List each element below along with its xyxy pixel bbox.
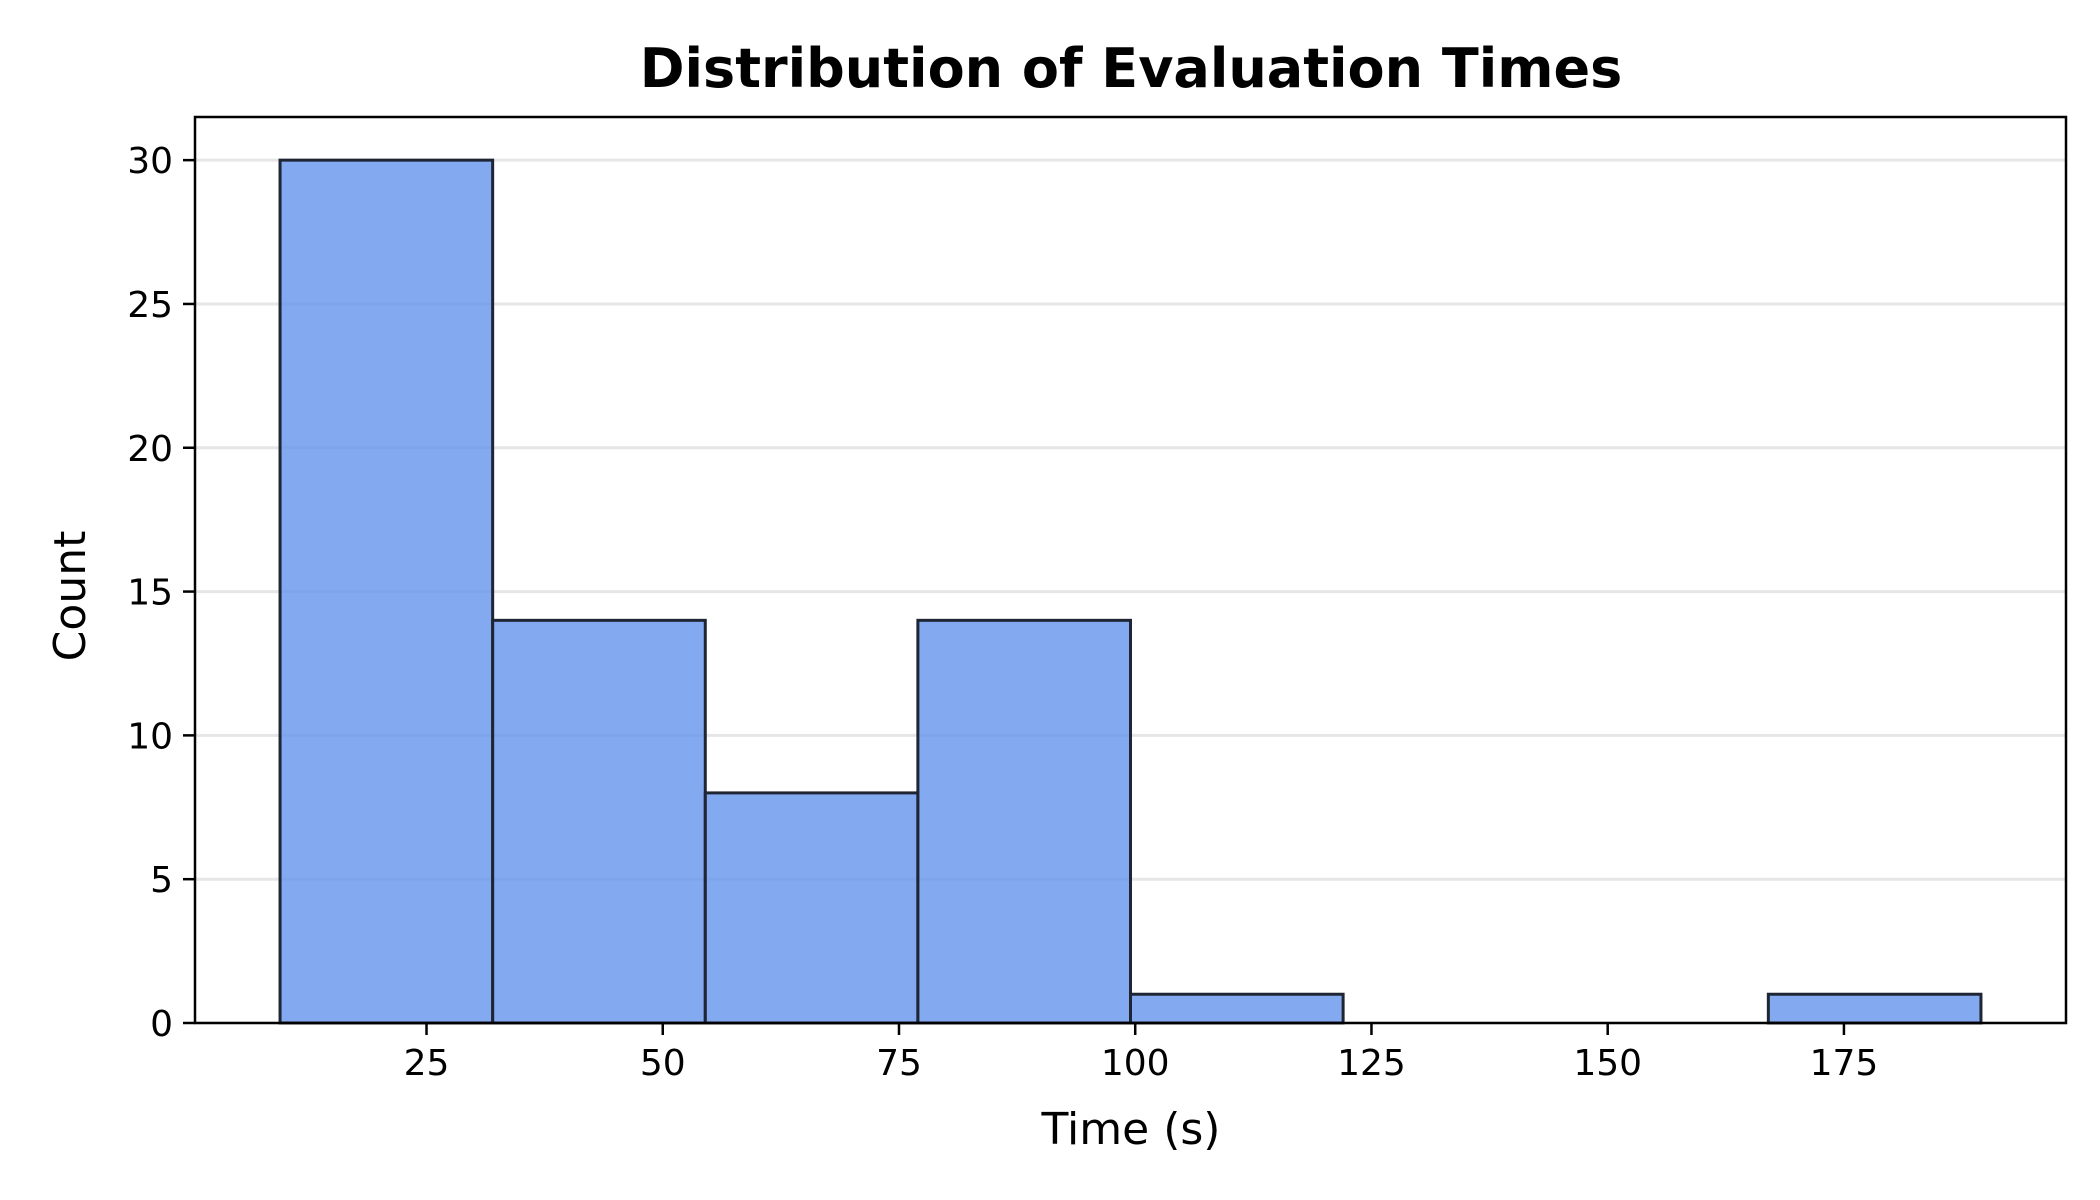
y-tick-label-0: 0 xyxy=(150,1004,173,1045)
histogram-bar-3 xyxy=(703,791,920,1025)
chart-title: Distribution of Evaluation Times xyxy=(640,37,1623,100)
x-tick-label-125: 125 xyxy=(1337,1043,1406,1084)
histogram-bar-5 xyxy=(1129,992,1345,1025)
bar-layer xyxy=(278,158,1983,1025)
y-tick-label-20: 20 xyxy=(127,429,173,470)
x-tick-label-75: 75 xyxy=(876,1043,922,1084)
x-tick-label-100: 100 xyxy=(1101,1043,1170,1084)
plot-frame xyxy=(193,115,2068,1025)
x-axis-label: Time (s) xyxy=(1041,1104,1221,1155)
x-tick-label-50: 50 xyxy=(640,1043,686,1084)
y-tick-label-15: 15 xyxy=(127,573,173,614)
y-tick-label-5: 5 xyxy=(150,860,173,901)
x-tick-label-175: 175 xyxy=(1810,1043,1879,1084)
y-axis-label: Count xyxy=(45,531,96,662)
x-axis-ticks: 25 50 75 100 125 150 175 xyxy=(404,1023,1879,1084)
histogram-bar-8 xyxy=(1766,992,1983,1025)
x-tick-label-150: 150 xyxy=(1573,1043,1642,1084)
histogram-bar-4 xyxy=(916,618,1132,1025)
y-tick-label-30: 30 xyxy=(127,141,173,182)
y-axis-ticks: 0 5 10 15 20 25 30 xyxy=(127,141,195,1045)
x-tick-label-25: 25 xyxy=(404,1043,450,1084)
y-tick-label-10: 10 xyxy=(127,716,173,757)
y-tick-label-25: 25 xyxy=(127,285,173,326)
histogram-bar-1 xyxy=(278,158,495,1025)
histogram-bar-2 xyxy=(491,618,707,1025)
